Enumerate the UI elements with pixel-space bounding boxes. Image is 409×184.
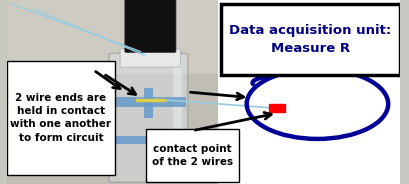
Bar xyxy=(144,88,153,118)
FancyBboxPatch shape xyxy=(120,49,181,67)
FancyBboxPatch shape xyxy=(125,0,176,52)
FancyBboxPatch shape xyxy=(109,53,188,182)
Bar xyxy=(7,0,218,184)
Bar xyxy=(111,136,186,144)
Bar xyxy=(111,97,186,107)
Text: contact point
of the 2 wires: contact point of the 2 wires xyxy=(152,144,233,167)
Text: 2 wire ends are
held in contact
with one another
to form circuit: 2 wire ends are held in contact with one… xyxy=(11,93,112,143)
FancyBboxPatch shape xyxy=(146,129,239,182)
FancyBboxPatch shape xyxy=(7,61,115,175)
FancyBboxPatch shape xyxy=(173,60,182,175)
Text: Data acquisition unit:
Measure R: Data acquisition unit: Measure R xyxy=(229,24,392,55)
FancyBboxPatch shape xyxy=(221,4,400,75)
Bar xyxy=(7,0,218,74)
Bar xyxy=(218,0,400,184)
